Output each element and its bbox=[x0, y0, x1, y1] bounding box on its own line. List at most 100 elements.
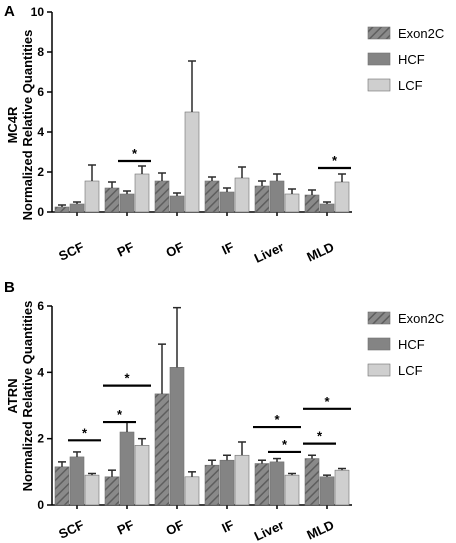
error-bar bbox=[308, 189, 316, 195]
error-bar bbox=[58, 461, 66, 467]
bar-hcf bbox=[169, 367, 185, 506]
significance-star: * bbox=[117, 407, 123, 422]
bar-hcf bbox=[69, 203, 85, 213]
error-bar bbox=[123, 190, 131, 194]
significance-marker: * bbox=[68, 425, 101, 442]
bar-hcf bbox=[269, 180, 285, 213]
bar-lcf bbox=[134, 444, 150, 506]
bar-hcf bbox=[119, 431, 135, 506]
error-bar bbox=[288, 472, 296, 476]
significance-star: * bbox=[332, 153, 338, 168]
bar-exon2c bbox=[154, 393, 170, 506]
x-category-label: PF bbox=[115, 239, 136, 260]
x-category-label: OF bbox=[164, 239, 187, 260]
error-bar bbox=[238, 441, 246, 456]
bar-lcf bbox=[84, 180, 100, 213]
error-bar bbox=[258, 459, 266, 464]
legend-label: HCF bbox=[398, 52, 425, 67]
y-tick-label: 8 bbox=[37, 45, 44, 59]
error-bar bbox=[208, 176, 216, 181]
error-bar bbox=[58, 204, 66, 207]
bar-hcf bbox=[119, 193, 135, 213]
bar-exon2c bbox=[254, 463, 270, 506]
error-bar bbox=[323, 474, 331, 477]
significance-star: * bbox=[124, 371, 130, 386]
legend-label: Exon2C bbox=[398, 26, 444, 41]
legend-item-lcf: LCF bbox=[367, 78, 423, 93]
bar-exon2c bbox=[154, 180, 170, 213]
error-bar bbox=[288, 188, 296, 194]
legend-item-hcf: HCF bbox=[367, 52, 425, 67]
error-bar bbox=[138, 437, 146, 446]
y-tick-label: 2 bbox=[37, 165, 44, 179]
significance-marker: * bbox=[303, 429, 336, 445]
error-bar bbox=[188, 471, 196, 477]
x-category-label: MLD bbox=[304, 239, 336, 265]
legend-swatch bbox=[367, 52, 391, 66]
y-tick-label: 4 bbox=[37, 125, 44, 139]
bar-hcf bbox=[319, 203, 335, 213]
legend-item-lcf: LCF bbox=[367, 363, 423, 378]
bar-exon2c bbox=[54, 206, 70, 213]
legend-label: HCF bbox=[398, 337, 425, 352]
error-bar bbox=[238, 166, 246, 178]
significance-marker: * bbox=[268, 437, 301, 454]
error-bar bbox=[138, 165, 146, 174]
panel-a-letter: A bbox=[4, 3, 15, 20]
legend-swatch bbox=[367, 311, 391, 325]
significance-marker: * bbox=[118, 146, 151, 163]
error-bar bbox=[208, 459, 216, 466]
significance-star: * bbox=[132, 146, 138, 161]
significance-star: * bbox=[317, 429, 323, 444]
bar-lcf bbox=[134, 173, 150, 213]
panel-a-ylabel-gene: MC4R bbox=[5, 106, 20, 143]
bar-lcf bbox=[334, 469, 350, 506]
legend-label: LCF bbox=[398, 78, 423, 93]
panel-a-chart: A MC4R Normalized Relative Quantities 0 2… bbox=[4, 3, 444, 266]
error-bar bbox=[308, 454, 316, 459]
y-tick-label: 0 bbox=[37, 205, 44, 219]
bar-hcf bbox=[169, 195, 185, 213]
bar-lcf bbox=[234, 454, 250, 506]
bar-hcf bbox=[219, 459, 235, 506]
error-bar bbox=[88, 164, 96, 181]
legend-swatch bbox=[367, 363, 391, 377]
bar-hcf bbox=[69, 456, 85, 506]
error-bar bbox=[273, 173, 281, 181]
error-bar bbox=[173, 192, 181, 196]
bar-exon2c bbox=[104, 187, 120, 213]
legend-swatch bbox=[367, 26, 391, 40]
x-category-label: Liver bbox=[252, 239, 287, 266]
error-bar bbox=[223, 187, 231, 192]
bar-exon2c bbox=[204, 464, 220, 506]
panel-b-legend: Exon2C HCF LCF bbox=[367, 311, 444, 378]
x-category-label: SCF bbox=[56, 517, 86, 542]
panel-b-letter: B bbox=[4, 279, 15, 296]
x-category-label: MLD bbox=[304, 517, 336, 543]
bar-lcf bbox=[184, 111, 200, 213]
x-category-label: Liver bbox=[252, 517, 287, 543]
panel-b-ylabel-quantity: Normalized Relative Quantities bbox=[20, 301, 35, 492]
error-bar bbox=[73, 451, 81, 457]
error-bar bbox=[123, 421, 131, 433]
x-category-label: OF bbox=[164, 517, 187, 538]
significance-star: * bbox=[274, 412, 280, 427]
bar-lcf bbox=[184, 476, 200, 506]
significance-marker: * bbox=[303, 394, 351, 410]
error-bar bbox=[88, 472, 96, 476]
error-bar bbox=[158, 172, 166, 181]
error-bar bbox=[273, 457, 281, 462]
error-bar bbox=[108, 469, 116, 477]
significance-marker: * bbox=[103, 407, 136, 424]
error-bar bbox=[188, 60, 196, 112]
y-tick-label: 4 bbox=[37, 365, 44, 379]
error-bar bbox=[223, 454, 231, 461]
legend-swatch bbox=[367, 337, 391, 351]
significance-star: * bbox=[324, 394, 330, 409]
significance-star: * bbox=[82, 425, 88, 440]
legend-swatch bbox=[367, 78, 391, 92]
bar-hcf bbox=[319, 476, 335, 506]
error-bar bbox=[158, 343, 166, 394]
